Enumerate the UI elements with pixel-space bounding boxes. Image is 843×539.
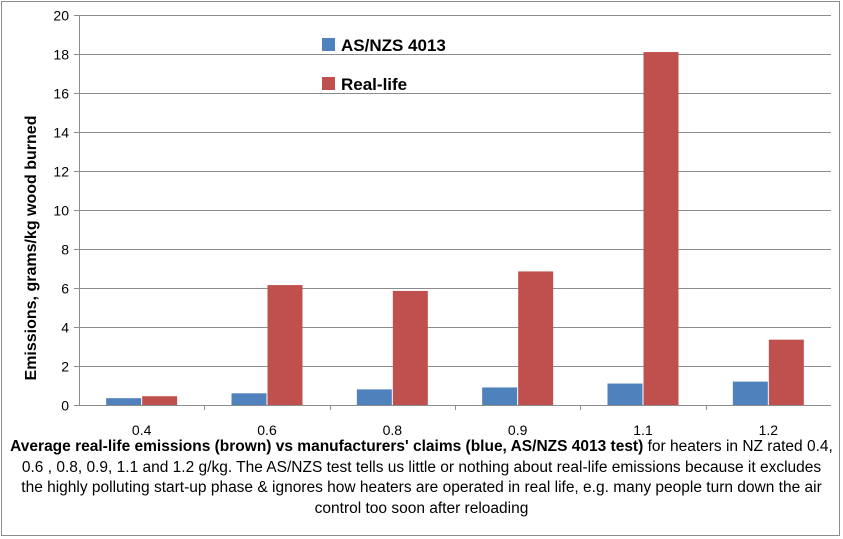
bar-real-life-1.2 xyxy=(768,339,804,405)
y-axis-label: Emissions, grams/kg wood burned xyxy=(23,116,40,381)
y-tick-label: 8 xyxy=(61,242,69,258)
bar-real-life-0.8 xyxy=(392,290,428,405)
x-tick-label: 0.8 xyxy=(383,422,403,438)
chart-caption: Average real-life emissions (brown) vs m… xyxy=(10,437,833,519)
bar-asnzs-1.2 xyxy=(732,381,768,405)
bar-real-life-0.4 xyxy=(142,396,178,405)
bar-asnzs-1.1 xyxy=(607,383,643,405)
bar-real-life-1.1 xyxy=(643,52,679,406)
gridlines xyxy=(79,15,831,406)
axes xyxy=(74,15,831,410)
caption-bold: Average real-life emissions (brown) vs m… xyxy=(10,438,644,455)
bar-asnzs-0.9 xyxy=(482,387,518,405)
y-tick-label: 2 xyxy=(61,359,69,375)
y-tick-labels: 0 2 4 6 8 10 12 14 16 18 20 xyxy=(53,8,69,414)
legend-swatch xyxy=(322,38,335,51)
legend: AS/NZS 4013 Real-life xyxy=(322,36,446,94)
bar-asnzs-0.8 xyxy=(356,389,392,405)
legend-label: Real-life xyxy=(341,75,407,94)
bar-real-life-0.6 xyxy=(267,285,303,405)
x-tick-label: 0.9 xyxy=(508,422,528,438)
bars xyxy=(106,52,804,406)
y-tick-label: 20 xyxy=(53,8,69,24)
x-tick-labels: 0.4 0.6 0.8 0.9 1.1 1.2 xyxy=(132,422,778,438)
y-tick-label: 16 xyxy=(53,86,69,102)
x-tick-label: 1.1 xyxy=(633,422,653,438)
bar-asnzs-0.4 xyxy=(106,398,142,405)
y-tick-label: 14 xyxy=(53,125,69,141)
bar-asnzs-0.6 xyxy=(231,393,267,405)
y-tick-label: 12 xyxy=(53,164,69,180)
y-tick-label: 0 xyxy=(61,398,69,414)
caption-rest: for heaters in NZ rated 0.4, 0.6 , 0.8, … xyxy=(21,438,833,517)
x-tick-label: 0.6 xyxy=(257,422,277,438)
x-tick-label: 0.4 xyxy=(132,422,152,438)
bar-real-life-0.9 xyxy=(518,271,554,405)
x-tick-label: 1.2 xyxy=(759,422,779,438)
y-tick-label: 4 xyxy=(61,320,69,336)
bar-chart: 0 2 4 6 8 10 12 14 16 18 20 0.4 0.6 0.8 0.9 1.1 1.2 Emi… xyxy=(23,8,831,438)
y-tick-label: 10 xyxy=(53,203,69,219)
legend-swatch xyxy=(322,77,335,90)
y-tick-label: 6 xyxy=(61,281,69,297)
y-tick-label: 18 xyxy=(53,47,69,63)
legend-label: AS/NZS 4013 xyxy=(341,36,446,55)
